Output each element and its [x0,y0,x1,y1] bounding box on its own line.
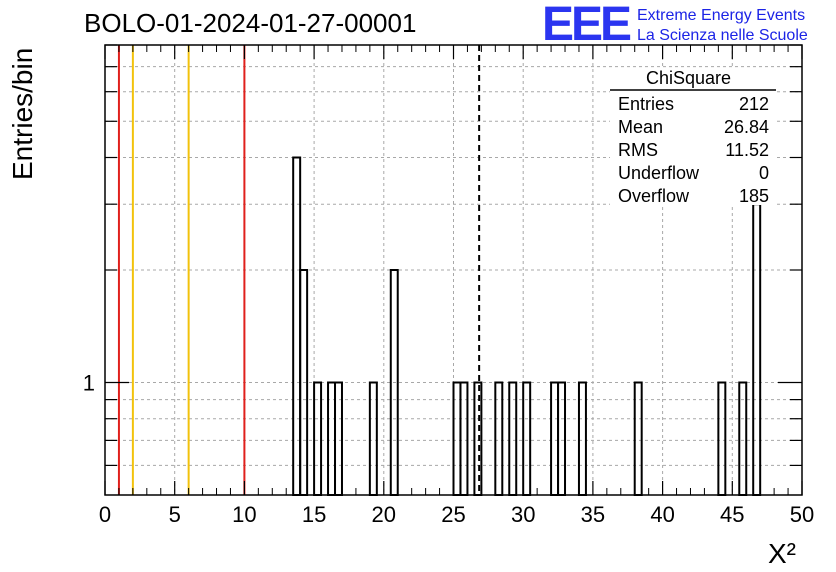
eee-logo-line2: La Scienza nelle Scuole [637,27,808,44]
x-tick-label: 0 [99,502,111,527]
x-tick-label: 40 [650,502,674,527]
stats-row-label: RMS [618,140,658,160]
histogram-bar [292,156,302,496]
stats-box-bg [610,68,776,205]
stats-row-label: Mean [618,117,663,137]
stats-box-title: ChiSquare [646,68,731,88]
x-tick-label: 20 [372,502,396,527]
stats-box: ChiSquare Entries 212 Mean 26.84 RMS 11.52 Und… [610,68,776,206]
x-tick-label: 10 [232,502,256,527]
x-tick-label: 30 [511,502,535,527]
chart-title: BOLO-01-2024-01-27-00001 [84,8,416,38]
tick-labels: 0 5 10 15 20 25 30 35 40 45 50 1 [83,371,814,528]
y-tick-label: 1 [83,371,95,396]
stats-row-label: Entries [618,94,674,114]
x-tick-label: 50 [790,502,814,527]
stats-row-value: 212 [739,94,769,114]
eee-logo-mark: EEE [542,0,631,51]
stats-row-value: 26.84 [724,117,769,137]
stats-row-value: 0 [759,163,769,183]
plot-frame [104,44,803,496]
x-tick-label: 15 [302,502,326,527]
stats-rows: Entries 212 Mean 26.84 RMS 11.52 Underflow 0 Ove… [618,94,769,206]
y-axis-label: Entries/bin [7,48,38,180]
stats-row-label: Underflow [618,163,700,183]
axis-ticks [104,44,803,495]
x-tick-label: 35 [581,502,605,527]
x-tick-label: 45 [720,502,744,527]
reference-lines [117,45,481,495]
x-tick-label: 5 [169,502,181,527]
stats-row-label: Overflow [618,186,690,206]
x-tick-label: 25 [441,502,465,527]
stats-row-value: 185 [739,186,769,206]
eee-logo: EEE Extreme Energy Events La Scienza nel… [542,0,808,51]
eee-logo-line1: Extreme Energy Events [637,7,805,24]
histogram-bar [752,203,762,496]
stats-row-value: 11.52 [725,140,769,160]
histogram-bars [292,156,762,496]
x-axis-label: X² [768,538,796,569]
